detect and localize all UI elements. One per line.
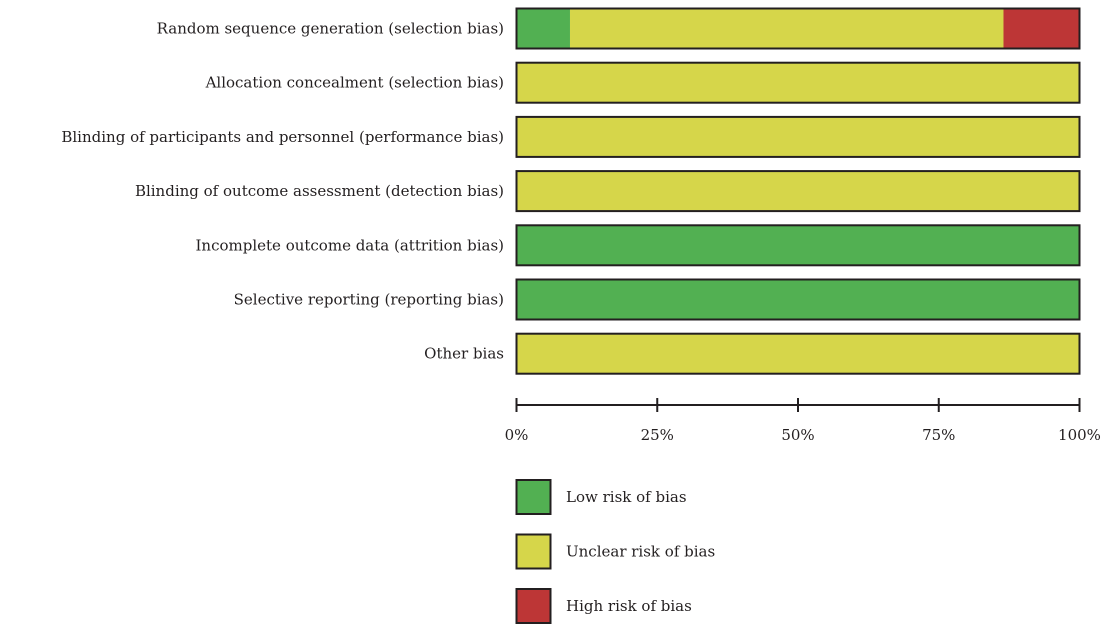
x-tick-label: 50% [781, 426, 814, 444]
bar-outline [515, 278, 1081, 321]
x-axis: 0% 25% 50% 75% 100% [505, 398, 1101, 444]
bars-layer [515, 7, 1081, 375]
bar-segment-unclear-risk-of-bias [516, 333, 1080, 374]
legend-swatch [515, 588, 552, 624]
bar-outline [515, 170, 1081, 213]
legend-label: Unclear risk of bias [566, 543, 715, 561]
legend-item-unclear-risk-of-bias: Unclear risk of bias [515, 533, 715, 570]
bar-segment-low-risk-of-bias [516, 279, 1080, 320]
bar-segment-unclear-risk-of-bias [569, 8, 1004, 49]
x-tick-label: 25% [641, 426, 674, 444]
category-label: Selective reporting (reporting bias) [234, 291, 504, 309]
category-label: Other bias [424, 345, 504, 363]
x-tick-label: 0% [505, 426, 529, 444]
bar-segment-low-risk-of-bias [516, 8, 570, 49]
category-label: Incomplete outcome data (attrition bias) [196, 236, 505, 254]
bar-row-incomplete-outcome-data-attrition-bias [515, 224, 1081, 267]
legend-label: High risk of bias [566, 597, 692, 615]
bar-row-selective-reporting-reporting-bias [515, 278, 1081, 321]
bar-segment-unclear-risk-of-bias [516, 62, 1080, 103]
category-label: Blinding of outcome assessment (detectio… [135, 182, 504, 200]
bar-row-allocation-concealment-selection-bias [515, 61, 1081, 104]
x-tick-label: 75% [922, 426, 955, 444]
bar-row-other-bias [515, 332, 1081, 375]
category-label: Random sequence generation (selection bi… [157, 20, 504, 38]
bar-segment-low-risk-of-bias [516, 225, 1080, 266]
bar-outline [515, 115, 1081, 158]
legend: Low risk of bias Unclear risk of bias High… [515, 479, 715, 624]
bar-outline [515, 332, 1081, 375]
legend-swatch [515, 479, 552, 515]
bar-row-blinding-of-outcome-assessment-detection-bias [515, 170, 1081, 213]
legend-label: Low risk of bias [566, 488, 687, 506]
bar-segment-unclear-risk-of-bias [516, 116, 1080, 157]
category-labels: Random sequence generation (selection bi… [61, 20, 504, 363]
category-label: Blinding of participants and personnel (… [61, 128, 504, 146]
bar-segment-unclear-risk-of-bias [516, 171, 1080, 212]
bar-row-random-sequence-generation-selection-bias [515, 7, 1081, 50]
legend-item-low-risk-of-bias: Low risk of bias [515, 479, 687, 515]
bar-outline [515, 224, 1081, 267]
bar-outline [515, 7, 1081, 50]
bar-row-blinding-of-participants-and-personnel-performance-bias [515, 115, 1081, 158]
bar-segment-high-risk-of-bias [1003, 8, 1080, 49]
bar-outline [515, 61, 1081, 104]
x-tick-label: 100% [1058, 426, 1101, 444]
category-label: Allocation concealment (selection bias) [205, 74, 504, 92]
legend-item-high-risk-of-bias: High risk of bias [515, 588, 692, 624]
legend-swatch [515, 533, 552, 570]
